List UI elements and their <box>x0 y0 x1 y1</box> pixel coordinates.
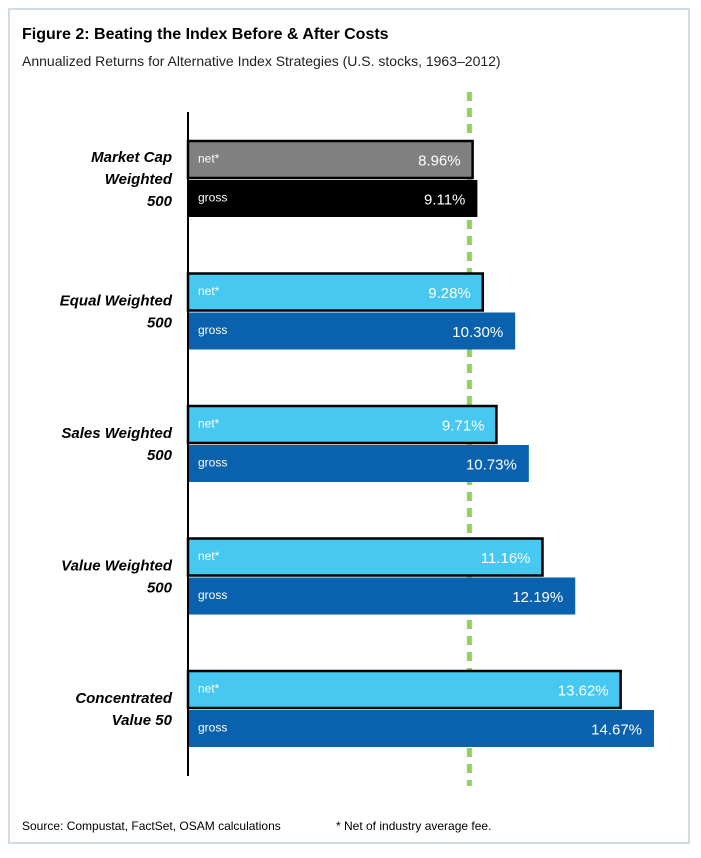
category-label: 500 <box>147 447 173 464</box>
value-label: 10.30% <box>452 324 503 341</box>
value-label: 9.11% <box>424 192 465 209</box>
bar-net <box>186 139 474 180</box>
figure-title: Figure 2: Beating the Index Before & Aft… <box>22 26 389 43</box>
bar-gross <box>188 180 478 217</box>
category-label: Weighted <box>105 171 173 188</box>
category-label: 500 <box>147 193 173 210</box>
series-label: net* <box>198 284 220 298</box>
value-label: 9.71% <box>442 418 485 435</box>
category-label: Value Weighted <box>61 558 173 575</box>
bar-net <box>186 669 622 710</box>
series-label: gross <box>198 323 227 337</box>
source-note: Source: Compustat, FactSet, OSAM calcula… <box>22 819 281 833</box>
bar-gross <box>188 577 576 615</box>
series-label: net* <box>198 417 220 431</box>
series-label: gross <box>198 191 227 205</box>
category-label: Value 50 <box>112 712 173 729</box>
category-label: 500 <box>147 580 173 597</box>
value-label: 14.67% <box>591 722 642 739</box>
series-label: gross <box>198 721 227 735</box>
value-label: 10.73% <box>466 457 517 474</box>
category-label: Equal Weighted <box>60 293 173 310</box>
series-label: net* <box>198 549 220 563</box>
series-label: net* <box>198 682 220 696</box>
figure-subtitle: Annualized Returns for Alternative Index… <box>22 53 501 69</box>
series-label: gross <box>198 456 227 470</box>
category-label: Market Cap <box>91 149 172 166</box>
series-label: gross <box>198 588 227 602</box>
series-label: net* <box>198 152 220 166</box>
category-label: 500 <box>147 315 173 332</box>
value-label: 11.16% <box>481 550 531 567</box>
value-label: 13.62% <box>558 683 609 700</box>
bar-gross <box>188 445 529 482</box>
value-label: 8.96% <box>418 153 461 170</box>
bar-net <box>186 272 485 312</box>
value-label: 12.19% <box>512 589 563 606</box>
footnote: * Net of industry average fee. <box>336 819 492 833</box>
category-label: Concentrated <box>75 690 173 707</box>
value-label: 9.28% <box>428 285 471 302</box>
bar-gross <box>188 710 654 747</box>
bar-gross <box>188 312 516 350</box>
category-label: Sales Weighted <box>61 425 172 442</box>
